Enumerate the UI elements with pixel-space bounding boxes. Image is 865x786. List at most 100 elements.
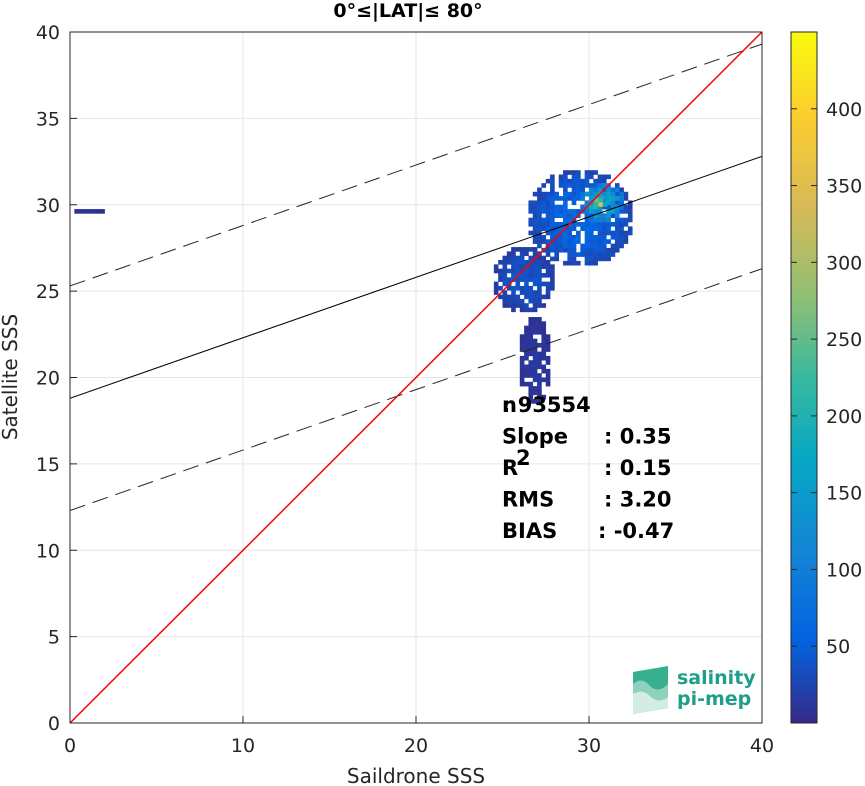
- density-cell: [584, 213, 590, 219]
- density-cell: [584, 230, 590, 236]
- density-cell: [502, 277, 508, 282]
- density-cell: [537, 281, 542, 287]
- density-cell: [524, 303, 529, 308]
- y-tick-label: 35: [36, 108, 60, 130]
- density-cell: [519, 364, 525, 370]
- density-cell: [601, 252, 607, 257]
- density-cell: [541, 209, 547, 214]
- density-cell: [571, 234, 577, 240]
- density-cell: [537, 329, 542, 335]
- density-cell: [519, 251, 525, 257]
- density-cell: [537, 226, 542, 231]
- density-cell: [545, 360, 551, 365]
- density-cell: [610, 209, 616, 214]
- density-cell: [537, 321, 542, 326]
- density-cell: [584, 170, 590, 175]
- density-cell: [584, 252, 590, 257]
- density-cell: [528, 338, 534, 344]
- density-cell: [524, 247, 529, 252]
- density-cell: [610, 230, 616, 236]
- density-cell: [563, 213, 568, 219]
- density-cell: [528, 360, 534, 365]
- density-cells: [74, 170, 633, 404]
- density-cell: [593, 178, 598, 184]
- density-cell: [619, 200, 624, 206]
- density-cell: [537, 217, 542, 223]
- density-cell: [524, 307, 529, 313]
- density-cell: [597, 209, 603, 214]
- density-cell: [515, 298, 521, 304]
- density-cell: [614, 183, 620, 188]
- density-cell: [606, 187, 611, 193]
- density-cell: [627, 230, 633, 236]
- density-cell: [506, 298, 512, 304]
- density-cell: [554, 213, 560, 219]
- y-tick-label: 15: [36, 454, 60, 476]
- density-cell: [580, 196, 585, 201]
- density-cell: [506, 303, 512, 308]
- density-cell: [589, 217, 594, 223]
- density-cell: [589, 191, 594, 197]
- density-cell: [627, 204, 633, 210]
- density-cell: [532, 355, 538, 361]
- density-cell: [589, 230, 594, 236]
- density-cell: [545, 204, 551, 210]
- reference-lines: [70, 32, 762, 723]
- density-cell: [541, 226, 547, 231]
- density-cell: [550, 217, 555, 223]
- density-cell: [550, 200, 555, 206]
- density-cell: [515, 260, 521, 265]
- density-cell: [593, 234, 598, 240]
- density-cell: [558, 247, 564, 253]
- density-cell: [511, 298, 516, 304]
- density-cell: [524, 268, 529, 274]
- density-cell: [576, 234, 581, 240]
- density-cell: [493, 268, 499, 274]
- density-cell: [528, 351, 534, 357]
- density-cell: [511, 303, 516, 308]
- density-cell: [537, 209, 542, 214]
- density-cell: [567, 230, 572, 236]
- density-cell: [532, 317, 538, 322]
- density-cell: [528, 298, 534, 304]
- density-cell: [614, 230, 620, 236]
- density-cell: [545, 222, 551, 227]
- density-cell: [545, 268, 551, 274]
- density-cell: [606, 247, 611, 253]
- density-cell: [541, 222, 547, 227]
- density-cell: [519, 277, 525, 282]
- colorbar-tick-label: 50: [826, 636, 850, 658]
- density-cell: [528, 325, 534, 331]
- density-cell: [601, 230, 607, 236]
- density-cell: [537, 268, 542, 274]
- x-axis-label: Saildrone SSS: [347, 764, 485, 786]
- density-cell: [524, 285, 529, 291]
- density-cell: [541, 239, 547, 244]
- density-cell: [589, 204, 594, 210]
- density-cell: [498, 277, 503, 282]
- density-cell: [524, 368, 529, 374]
- density-cell: [567, 170, 572, 175]
- density-cell: [593, 213, 598, 219]
- density-cell: [576, 209, 581, 214]
- density-cell: [502, 260, 508, 265]
- density-cell: [515, 264, 521, 269]
- density-cell: [563, 191, 568, 197]
- density-cell: [580, 243, 585, 249]
- density-cell: [593, 243, 598, 249]
- density-cell: [541, 368, 547, 374]
- density-cell: [524, 364, 529, 370]
- density-cell: [82, 209, 88, 214]
- density-cell: [589, 260, 594, 266]
- density-cell: [584, 191, 590, 197]
- stat-label: R: [502, 456, 518, 480]
- density-cell: [610, 247, 616, 253]
- density-cell: [550, 191, 555, 197]
- density-cell: [537, 377, 542, 383]
- density-cell: [541, 183, 547, 188]
- y-tick-label: 40: [36, 22, 60, 44]
- density-cell: [498, 294, 503, 300]
- density-cell: [524, 329, 529, 335]
- density-cell: [545, 260, 551, 265]
- density-cell: [584, 217, 590, 223]
